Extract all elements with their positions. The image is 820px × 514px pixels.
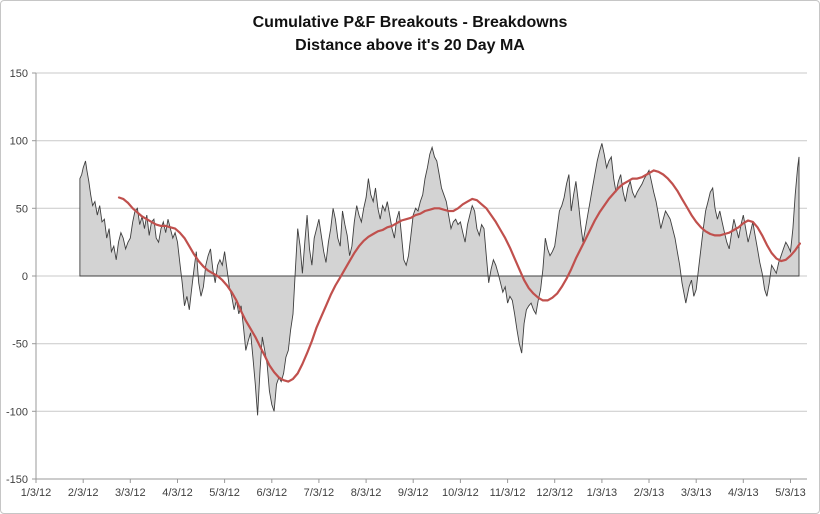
y-tick-label: 150 — [10, 68, 28, 80]
x-tick-label: 2/3/13 — [634, 487, 665, 499]
x-tick-label: 11/3/12 — [490, 487, 526, 499]
x-tick-label: 8/3/12 — [351, 487, 382, 499]
y-tick-label: 100 — [10, 136, 28, 148]
x-tick-label: 4/3/12 — [162, 487, 193, 499]
x-tick-label: 10/3/12 — [442, 487, 479, 499]
x-tick-label: 12/3/12 — [536, 487, 573, 499]
y-tick-label: 50 — [16, 203, 28, 215]
x-tick-label: 2/3/12 — [68, 487, 99, 499]
ma-line-series — [117, 169, 801, 383]
y-tick-label: 0 — [22, 271, 28, 283]
area-series — [79, 143, 800, 416]
x-tick-label: 1/3/12 — [21, 487, 52, 499]
x-tick-label: 7/3/12 — [304, 487, 335, 499]
x-tick-label: 3/3/12 — [115, 487, 146, 499]
y-tick-label: -50 — [12, 339, 28, 351]
x-tick-label: 3/3/13 — [681, 487, 712, 499]
x-tick-label: 5/3/13 — [775, 487, 806, 499]
x-tick-label: 9/3/12 — [398, 487, 429, 499]
y-tick-label: -150 — [6, 474, 28, 486]
x-tick-label: 4/3/13 — [728, 487, 759, 499]
x-tick-label: 6/3/12 — [257, 487, 288, 499]
x-tick-label: 1/3/13 — [587, 487, 618, 499]
y-tick-label: -100 — [6, 406, 28, 418]
x-tick-label: 5/3/12 — [209, 487, 240, 499]
